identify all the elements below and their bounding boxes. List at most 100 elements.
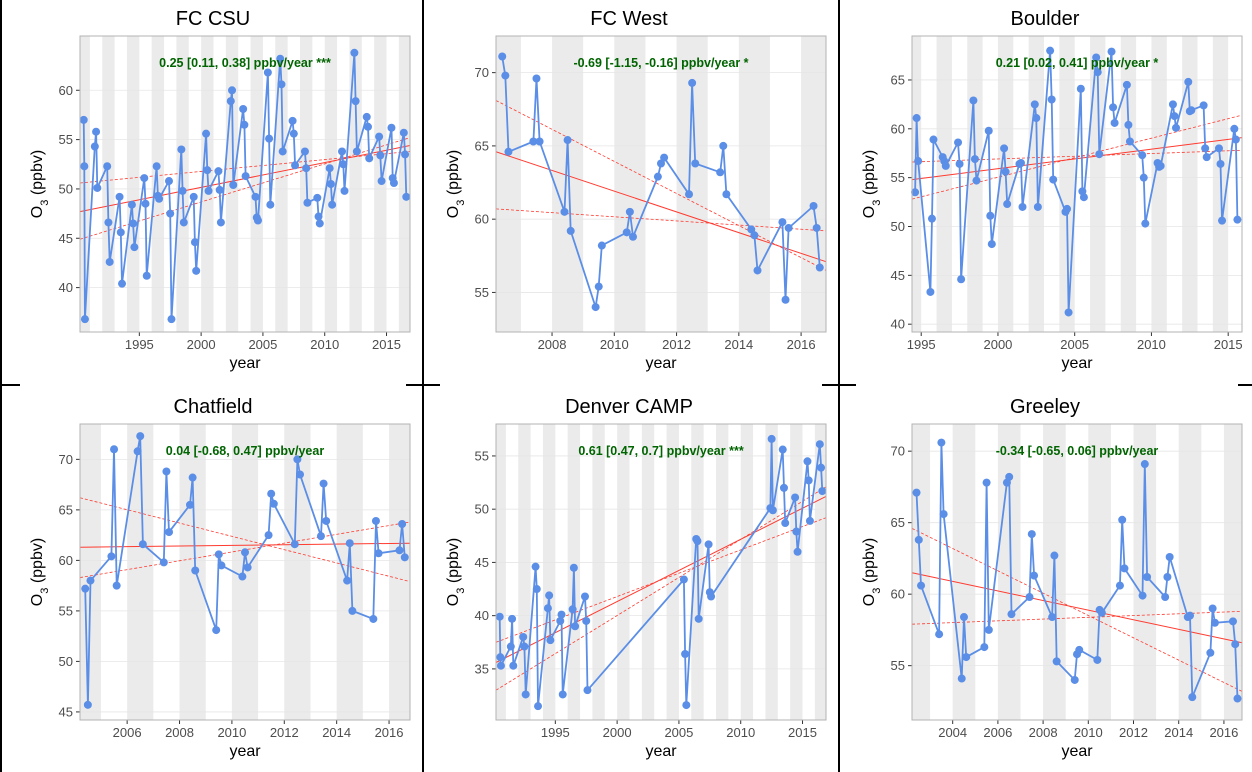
data-point — [1093, 68, 1102, 77]
data-point — [704, 540, 713, 549]
y-tick-label: 50 — [59, 181, 73, 196]
data-point — [166, 209, 175, 218]
data-point — [116, 228, 125, 237]
data-point — [226, 97, 235, 106]
x-tick-label: 2005 — [1060, 337, 1089, 352]
x-tick-label: 2012 — [662, 337, 691, 352]
data-point — [501, 71, 510, 80]
data-point — [1218, 216, 1227, 225]
chart-svg: 45 50 55 60 65 70 2006 2008 2010 2012 2014 2016 0.04… — [29, 423, 411, 760]
data-point — [159, 558, 168, 567]
year-band — [1120, 36, 1137, 332]
data-point — [982, 478, 991, 487]
data-point — [935, 630, 944, 639]
year-band — [389, 424, 410, 720]
year-band — [126, 36, 140, 332]
year-band — [1178, 424, 1202, 720]
data-point — [496, 661, 505, 670]
y-tick-label: 40 — [475, 608, 489, 623]
data-point — [202, 129, 211, 138]
data-point — [1047, 95, 1056, 104]
data-point — [86, 576, 95, 585]
data-point — [328, 200, 337, 209]
data-point — [351, 97, 360, 106]
year-band — [716, 424, 729, 720]
divider-v2 — [838, 0, 840, 772]
data-point — [80, 315, 89, 324]
y-tick-label: 70 — [475, 65, 489, 80]
year-band — [997, 424, 1021, 720]
y-tick-label: 55 — [891, 170, 905, 185]
data-point — [959, 613, 968, 622]
y-tick-label: 50 — [891, 219, 905, 234]
data-point — [1079, 193, 1088, 202]
panel-title: Greeley — [1009, 396, 1081, 418]
data-point — [784, 223, 793, 232]
y-axis-title: O3 (ppbv) — [29, 150, 51, 218]
plot-frame — [495, 423, 827, 721]
x-tick-label: 2012 — [1119, 725, 1148, 740]
data-point — [129, 219, 138, 228]
data-point — [753, 266, 762, 275]
data-point — [215, 185, 224, 194]
data-point — [914, 157, 923, 166]
data-point — [188, 473, 197, 482]
data-point — [1109, 103, 1118, 112]
data-point — [191, 566, 200, 575]
divider-h-end — [1238, 384, 1252, 386]
year-band — [912, 36, 922, 332]
data-point — [688, 78, 697, 87]
data-point — [580, 592, 589, 601]
year-band — [641, 424, 655, 720]
data-point — [679, 575, 688, 584]
data-point — [315, 219, 324, 228]
data-point — [1110, 118, 1119, 127]
x-tick-label: 2004 — [938, 725, 967, 740]
data-point — [532, 585, 541, 594]
data-point — [1188, 693, 1197, 702]
divider-left — [0, 0, 2, 772]
x-axis-title: year — [229, 743, 261, 760]
year-band — [801, 36, 826, 332]
data-point — [722, 190, 731, 199]
data-point — [927, 214, 936, 223]
data-point — [955, 159, 964, 168]
data-point — [962, 653, 971, 662]
x-tick-label: 1995 — [125, 337, 154, 352]
data-point — [1125, 137, 1134, 146]
data-point — [374, 549, 383, 558]
data-point — [957, 275, 966, 284]
data-point — [212, 626, 221, 635]
data-point — [681, 649, 690, 658]
data-point — [251, 192, 260, 201]
data-point — [398, 520, 407, 529]
data-point — [314, 212, 323, 221]
data-point — [377, 177, 386, 186]
panel-title: Denver CAMP — [565, 396, 693, 418]
data-point — [1075, 645, 1084, 654]
y-tick-label: 60 — [59, 83, 73, 98]
data-point — [768, 506, 777, 515]
data-point — [303, 198, 312, 207]
data-point — [767, 434, 776, 443]
y-tick-label: 60 — [891, 121, 905, 136]
divider-h-mid — [406, 384, 440, 386]
data-point — [937, 438, 946, 447]
data-point — [504, 147, 513, 156]
x-tick-label: 1995 — [541, 725, 570, 740]
data-point — [778, 218, 787, 227]
data-point — [365, 154, 374, 163]
data-point — [276, 54, 285, 63]
y-axis-title: O3 (ppbv) — [29, 538, 51, 606]
y-tick-label: 70 — [59, 452, 73, 467]
data-point — [543, 604, 552, 613]
data-point — [954, 138, 963, 147]
chart-svg: 40 45 50 55 60 1995 2000 2005 2010 2015 0.25 [0.11… — [29, 35, 411, 372]
data-point — [1139, 173, 1148, 182]
divider-h-left — [0, 384, 20, 386]
data-point — [363, 122, 372, 131]
data-point — [142, 271, 151, 280]
data-point — [264, 531, 273, 540]
data-point — [498, 52, 507, 61]
data-point — [594, 282, 603, 291]
